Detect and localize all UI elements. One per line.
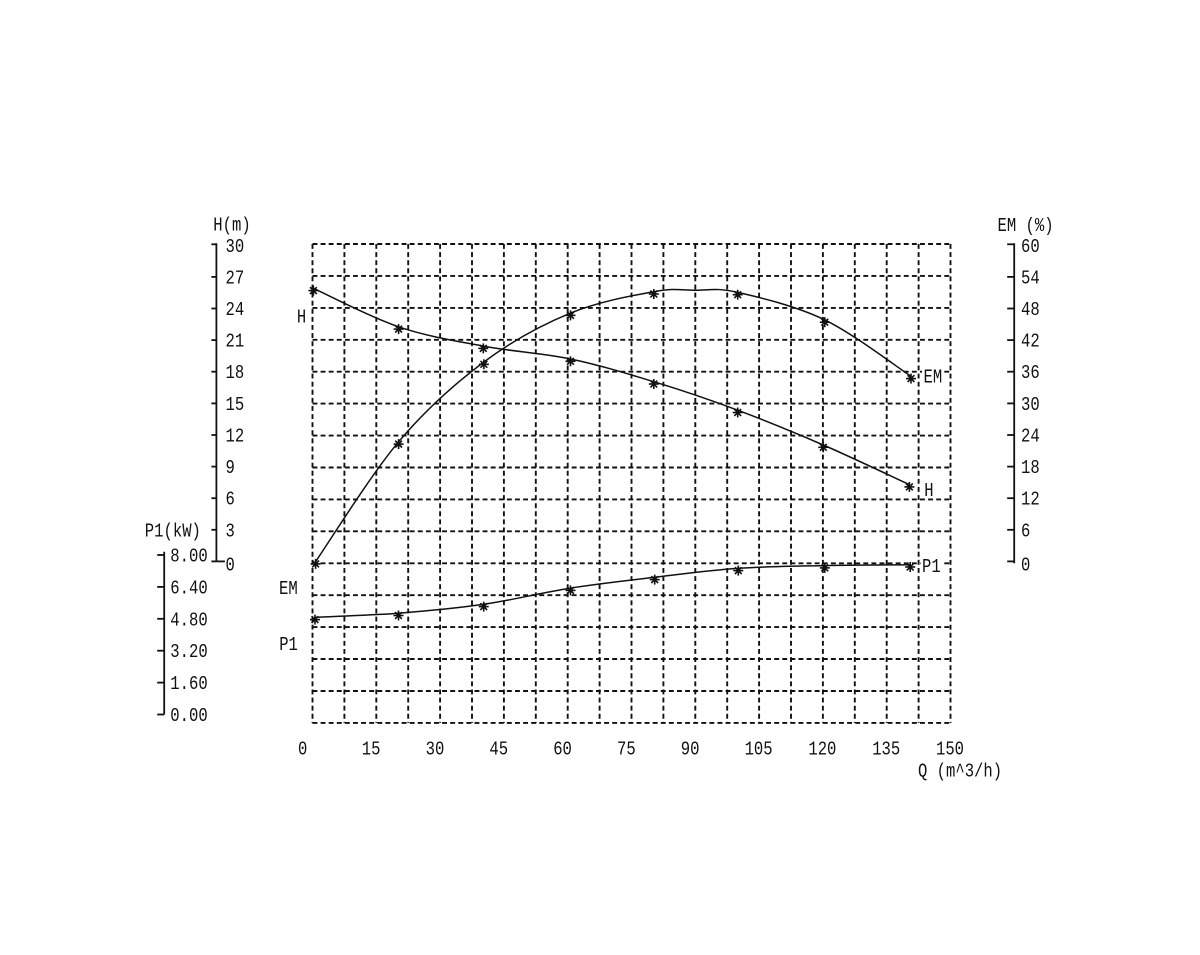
svg-text:P1: P1 <box>279 634 298 656</box>
svg-text:36: 36 <box>1021 362 1040 384</box>
svg-text:30: 30 <box>226 236 245 258</box>
svg-text:0: 0 <box>226 554 235 576</box>
svg-text:54: 54 <box>1021 267 1040 289</box>
svg-text:12: 12 <box>1021 489 1040 511</box>
svg-text:P1(kW): P1(kW) <box>145 521 201 543</box>
svg-text:30: 30 <box>426 739 445 761</box>
svg-text:3.20: 3.20 <box>170 641 207 663</box>
svg-text:EM: EM <box>279 578 298 600</box>
svg-text:18: 18 <box>1021 457 1040 479</box>
svg-text:15: 15 <box>362 739 381 761</box>
svg-text:8.00: 8.00 <box>170 546 207 568</box>
svg-text:48: 48 <box>1021 299 1040 321</box>
svg-text:6: 6 <box>226 489 235 511</box>
svg-text:3: 3 <box>226 520 235 542</box>
svg-text:15: 15 <box>226 394 245 416</box>
svg-text:42: 42 <box>1021 331 1040 353</box>
svg-text:27: 27 <box>226 267 245 289</box>
svg-text:45: 45 <box>489 739 508 761</box>
svg-text:12: 12 <box>226 426 245 448</box>
svg-text:6: 6 <box>1021 520 1030 542</box>
svg-text:60: 60 <box>1021 236 1040 258</box>
svg-text:1.60: 1.60 <box>170 673 207 695</box>
svg-text:9: 9 <box>226 457 235 479</box>
svg-text:6.40: 6.40 <box>170 577 207 599</box>
svg-text:H: H <box>924 480 933 502</box>
svg-text:75: 75 <box>617 739 636 761</box>
svg-text:30: 30 <box>1021 394 1040 416</box>
svg-text:60: 60 <box>553 739 572 761</box>
svg-text:24: 24 <box>226 299 245 321</box>
svg-text:Q (m^3/h): Q (m^3/h) <box>918 760 1002 782</box>
svg-text:24: 24 <box>1021 426 1040 448</box>
svg-text:90: 90 <box>681 739 700 761</box>
svg-text:21: 21 <box>226 331 245 353</box>
svg-text:120: 120 <box>808 739 836 761</box>
svg-text:105: 105 <box>745 739 773 761</box>
svg-text:135: 135 <box>872 739 900 761</box>
svg-text:4.80: 4.80 <box>170 609 207 631</box>
svg-text:P1: P1 <box>922 556 941 578</box>
svg-text:0: 0 <box>298 739 307 761</box>
svg-text:150: 150 <box>936 739 964 761</box>
svg-text:18: 18 <box>226 362 245 384</box>
svg-text:EM: EM <box>924 367 943 389</box>
svg-text:0.00: 0.00 <box>170 705 207 727</box>
svg-text:H(m): H(m) <box>213 215 250 237</box>
svg-text:0: 0 <box>1021 554 1030 576</box>
svg-text:H: H <box>297 307 306 329</box>
svg-text:EM (%): EM (%) <box>998 215 1054 237</box>
